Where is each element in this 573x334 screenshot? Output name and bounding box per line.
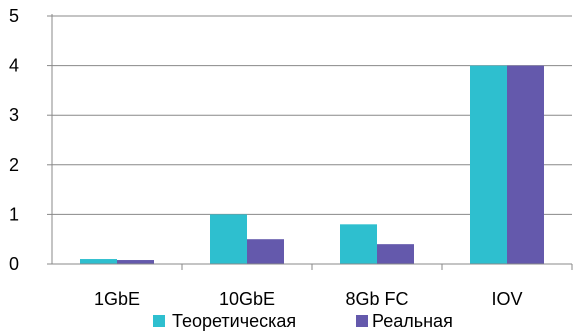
bar-real (507, 65, 544, 264)
bars (80, 65, 544, 264)
legend-swatch (356, 315, 368, 327)
legend: Теоретическая Реальная (153, 311, 453, 331)
bar-real (247, 239, 284, 264)
y-tick-label: 1 (9, 204, 19, 224)
x-category-label: 1GbE (94, 289, 140, 309)
y-tick-labels: 0 1 2 3 4 5 (9, 6, 19, 274)
y-tick-label: 5 (9, 6, 19, 26)
bar-real (377, 244, 414, 264)
bar-theoretical (210, 214, 247, 264)
bar-theoretical (80, 259, 117, 264)
y-tick-label: 4 (9, 56, 19, 76)
x-category-label: 8Gb FC (345, 289, 408, 309)
bar-theoretical (470, 65, 507, 264)
legend-swatch (153, 315, 165, 327)
x-category-label: IOV (491, 289, 522, 309)
bar-real (117, 260, 154, 264)
bar-theoretical (340, 224, 377, 264)
y-tick-label: 2 (9, 155, 19, 175)
legend-label: Реальная (372, 311, 453, 331)
x-category-label: 10GbE (219, 289, 275, 309)
legend-label: Теоретическая (172, 311, 296, 331)
y-tick-label: 3 (9, 105, 19, 125)
x-category-labels: 1GbE 10GbE 8Gb FC IOV (94, 289, 523, 309)
y-tick-label: 0 (9, 254, 19, 274)
axes (47, 14, 573, 270)
